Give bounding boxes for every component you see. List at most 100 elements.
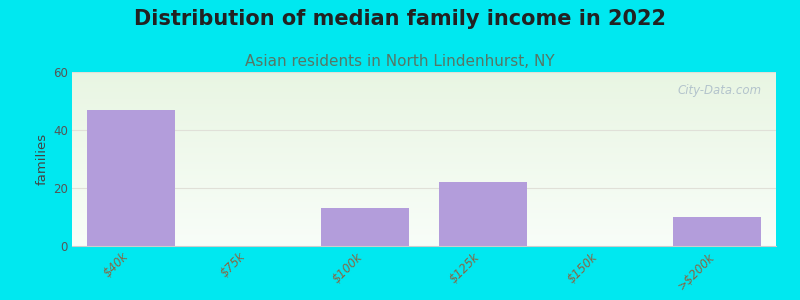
Bar: [72, 83, 776, 84]
Bar: [72, 204, 776, 205]
Bar: [72, 163, 776, 164]
Text: Asian residents in North Lindenhurst, NY: Asian residents in North Lindenhurst, NY: [245, 54, 555, 69]
Bar: [72, 143, 776, 144]
Bar: [72, 149, 776, 150]
Bar: [72, 224, 776, 225]
Bar: [72, 92, 776, 93]
Bar: [72, 146, 776, 147]
Bar: [72, 148, 776, 149]
Bar: [72, 206, 776, 207]
Bar: [72, 87, 776, 88]
Bar: [72, 168, 776, 169]
Bar: [72, 94, 776, 95]
Bar: [72, 192, 776, 193]
Bar: [72, 73, 776, 74]
Bar: [72, 185, 776, 186]
Bar: [72, 99, 776, 100]
Bar: [72, 187, 776, 188]
Bar: [72, 137, 776, 138]
Bar: [72, 229, 776, 230]
Bar: [72, 165, 776, 166]
Bar: [72, 103, 776, 104]
Bar: [72, 225, 776, 226]
Bar: [72, 220, 776, 221]
Bar: [72, 125, 776, 126]
Bar: [72, 179, 776, 180]
Bar: [72, 235, 776, 236]
Bar: [72, 237, 776, 238]
Bar: [72, 76, 776, 77]
Bar: [72, 131, 776, 132]
Bar: [72, 130, 776, 131]
Bar: [72, 178, 776, 179]
Bar: [72, 240, 776, 241]
Bar: [72, 157, 776, 158]
Bar: [72, 236, 776, 237]
Bar: [72, 234, 776, 235]
Bar: [72, 133, 776, 134]
Bar: [322, 208, 410, 246]
Bar: [72, 231, 776, 232]
Bar: [72, 72, 776, 73]
Bar: [72, 106, 776, 107]
Bar: [72, 110, 776, 111]
Bar: [72, 132, 776, 133]
Bar: [674, 217, 762, 246]
Bar: [72, 158, 776, 159]
Bar: [72, 111, 776, 112]
Bar: [72, 152, 776, 153]
Bar: [72, 159, 776, 160]
Bar: [72, 180, 776, 181]
Bar: [72, 120, 776, 121]
Bar: [72, 215, 776, 216]
Bar: [72, 126, 776, 127]
Bar: [72, 197, 776, 198]
Bar: [72, 156, 776, 157]
Bar: [72, 199, 776, 200]
Bar: [72, 155, 776, 156]
Bar: [72, 138, 776, 139]
Bar: [72, 102, 776, 103]
Bar: [72, 136, 776, 137]
Bar: [72, 243, 776, 244]
Bar: [72, 173, 776, 174]
Bar: [72, 198, 776, 199]
Bar: [72, 226, 776, 227]
Bar: [72, 212, 776, 213]
Bar: [72, 88, 776, 89]
Bar: [72, 171, 776, 172]
Bar: [72, 135, 776, 136]
Bar: [72, 175, 776, 176]
Bar: [438, 182, 526, 246]
Text: City-Data.com: City-Data.com: [678, 84, 762, 97]
Bar: [72, 217, 776, 218]
Bar: [72, 140, 776, 141]
Bar: [72, 233, 776, 234]
Bar: [72, 209, 776, 210]
Bar: [72, 184, 776, 185]
Bar: [72, 222, 776, 223]
Bar: [72, 81, 776, 82]
Bar: [72, 80, 776, 81]
Bar: [72, 100, 776, 101]
Bar: [72, 85, 776, 86]
Bar: [72, 214, 776, 215]
Bar: [72, 208, 776, 209]
Bar: [72, 190, 776, 191]
Bar: [72, 181, 776, 182]
Bar: [72, 150, 776, 151]
Bar: [72, 194, 776, 195]
Bar: [72, 96, 776, 97]
Bar: [72, 141, 776, 142]
Bar: [72, 151, 776, 152]
Bar: [72, 117, 776, 118]
Bar: [72, 127, 776, 128]
Bar: [72, 77, 776, 78]
Bar: [72, 227, 776, 228]
Bar: [72, 170, 776, 171]
Bar: [72, 90, 776, 91]
Bar: [72, 183, 776, 184]
Bar: [72, 79, 776, 80]
Bar: [72, 145, 776, 146]
Bar: [72, 113, 776, 114]
